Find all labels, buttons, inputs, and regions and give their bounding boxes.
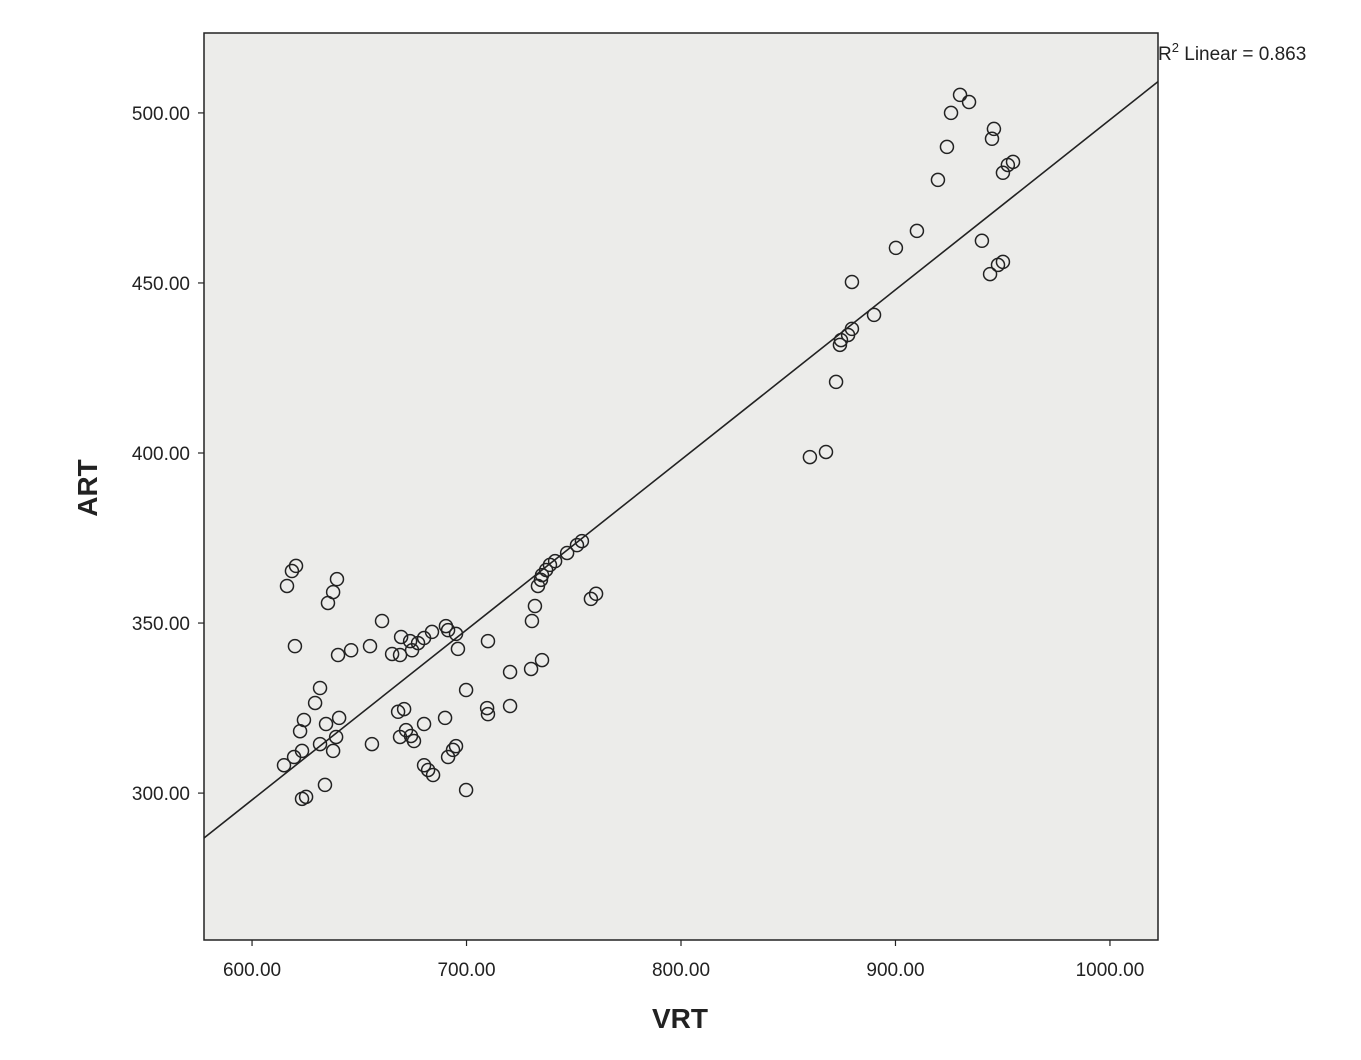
y-axis-title: ART [72,459,103,517]
data-point [287,638,303,654]
data-point [986,121,1002,137]
data-point [320,595,336,611]
y-tick-label: 350.00 [132,614,190,635]
data-point [458,682,474,698]
data-point [559,545,575,561]
data-point [984,131,1000,147]
data-point [312,736,328,752]
y-tick-label: 500.00 [132,104,190,125]
y-tick-label: 400.00 [132,444,190,465]
data-point [279,578,295,594]
data-point [1000,157,1016,173]
data-point [888,240,904,256]
data-point [343,642,359,658]
data-point [930,172,946,188]
x-tick-label: 600.00 [223,960,281,981]
data-point [392,729,408,745]
y-tick-label: 450.00 [132,274,190,295]
data-point [330,647,346,663]
y-tick-label: 300.00 [132,784,190,805]
data-point [866,307,882,323]
data-point [437,710,453,726]
data-point [974,233,990,249]
data-point [583,591,599,607]
data-point [445,742,461,758]
data-point [402,633,418,649]
data-point [832,337,848,353]
r2-prefix: R [1158,44,1172,65]
data-point [416,716,432,732]
data-point [294,791,310,807]
data-point [943,105,959,121]
data-point [396,701,412,717]
data-point [420,762,436,778]
data-point [406,733,422,749]
plot-area [203,32,1159,941]
data-point [588,586,604,602]
data-point [307,695,323,711]
data-point [288,558,304,574]
data-point [527,598,543,614]
data-point [424,624,440,640]
data-point [312,680,328,696]
regression-line [203,81,1159,839]
x-tick-label: 900.00 [866,960,924,981]
data-point [392,647,408,663]
x-tick-label: 700.00 [437,960,495,981]
data-point [502,664,518,680]
data-point [479,700,495,716]
data-point [574,533,590,549]
data-point [284,563,300,579]
x-axis-title: VRT [652,1003,708,1034]
data-point [325,743,341,759]
x-tick-label: 800.00 [652,960,710,981]
data-point [480,633,496,649]
data-point [440,622,456,638]
data-point [523,661,539,677]
data-point [292,723,308,739]
data-point [569,537,585,553]
data-point [362,638,378,654]
data-point [961,94,977,110]
data-point [952,87,968,103]
data-point [450,641,466,657]
data-point [416,757,432,773]
data-point [276,757,292,773]
data-point [995,165,1011,181]
data-point [542,557,558,573]
data-point [286,749,302,765]
data-point [502,698,518,714]
data-point [982,266,998,282]
r2-annotation: R2 Linear = 0.863 [1158,40,1306,65]
data-point [530,578,546,594]
data-point [393,629,409,645]
data-point [318,716,334,732]
data-point [448,738,464,754]
data-point [364,736,380,752]
data-point [802,449,818,465]
data-point [329,571,345,587]
data-point [384,646,400,662]
data-point [331,710,347,726]
data-point [828,374,844,390]
data-point [844,274,860,290]
r2-suffix: Linear = 0.863 [1179,44,1306,65]
r2-sup: 2 [1172,40,1179,55]
data-point [534,652,550,668]
data-point [818,444,834,460]
data-point [328,729,344,745]
data-point [440,749,456,765]
data-point [990,257,1006,273]
data-point [480,706,496,722]
data-point [317,777,333,793]
data-point [909,223,925,239]
data-point [524,613,540,629]
data-point [939,139,955,155]
data-point [374,613,390,629]
data-point [458,782,474,798]
x-tick-label: 1000.00 [1076,960,1145,981]
data-point [425,767,441,783]
